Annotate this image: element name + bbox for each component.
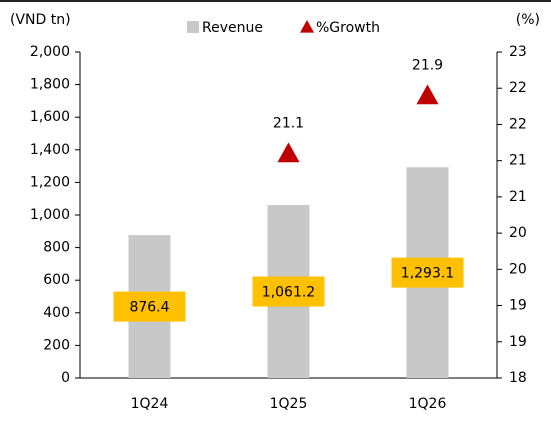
growth-marker (277, 142, 300, 163)
y2-axis-label: (%) (516, 12, 540, 28)
y-tick-label: 2,000 (30, 44, 70, 60)
y2-tick-label: 22 (509, 116, 527, 132)
y2-tick-label: 21 (509, 189, 527, 205)
data-label-box (391, 257, 464, 288)
data-label-box (113, 291, 186, 322)
y-tick-label: 400 (43, 305, 70, 321)
y-tick-label: 600 (43, 272, 70, 288)
data-label: 1,061.2 (262, 285, 315, 301)
y2-tick-label: 19 (509, 298, 527, 314)
y-tick-label: 200 (43, 337, 70, 353)
x-tick-label: 1Q25 (270, 396, 308, 412)
y2-tick-label: 22 (509, 80, 527, 96)
y-tick-label: 1,600 (30, 109, 70, 125)
legend-marker (300, 20, 314, 33)
x-tick-label: 1Q24 (131, 396, 169, 412)
y-tick-label: 1,200 (30, 174, 70, 190)
y-axis-label: (VND tn) (10, 12, 71, 28)
legend-label: %Growth (316, 20, 380, 36)
y2-tick-label: 23 (509, 44, 527, 60)
y-tick-label: 1,400 (30, 142, 70, 158)
data-label: 21.9 (412, 57, 443, 73)
growth-marker (416, 84, 439, 105)
data-label: 21.1 (273, 115, 304, 131)
x-tick-label: 1Q26 (409, 396, 447, 412)
y-tick-label: 0 (61, 370, 70, 386)
y2-tick-label: 20 (509, 261, 527, 277)
y2-tick-label: 20 (509, 225, 527, 241)
y2-tick-label: 19 (509, 334, 527, 350)
y-tick-label: 1,800 (30, 77, 70, 93)
data-label-box (252, 276, 325, 307)
legend-swatch (187, 21, 199, 33)
y2-tick-label: 18 (509, 370, 527, 386)
data-label: 876.4 (129, 300, 169, 316)
y2-tick-label: 21 (509, 153, 527, 169)
y-tick-label: 1,000 (30, 207, 70, 223)
y-tick-label: 800 (43, 240, 70, 256)
data-label: 1,293.1 (401, 266, 454, 282)
legend-label: Revenue (202, 20, 263, 36)
